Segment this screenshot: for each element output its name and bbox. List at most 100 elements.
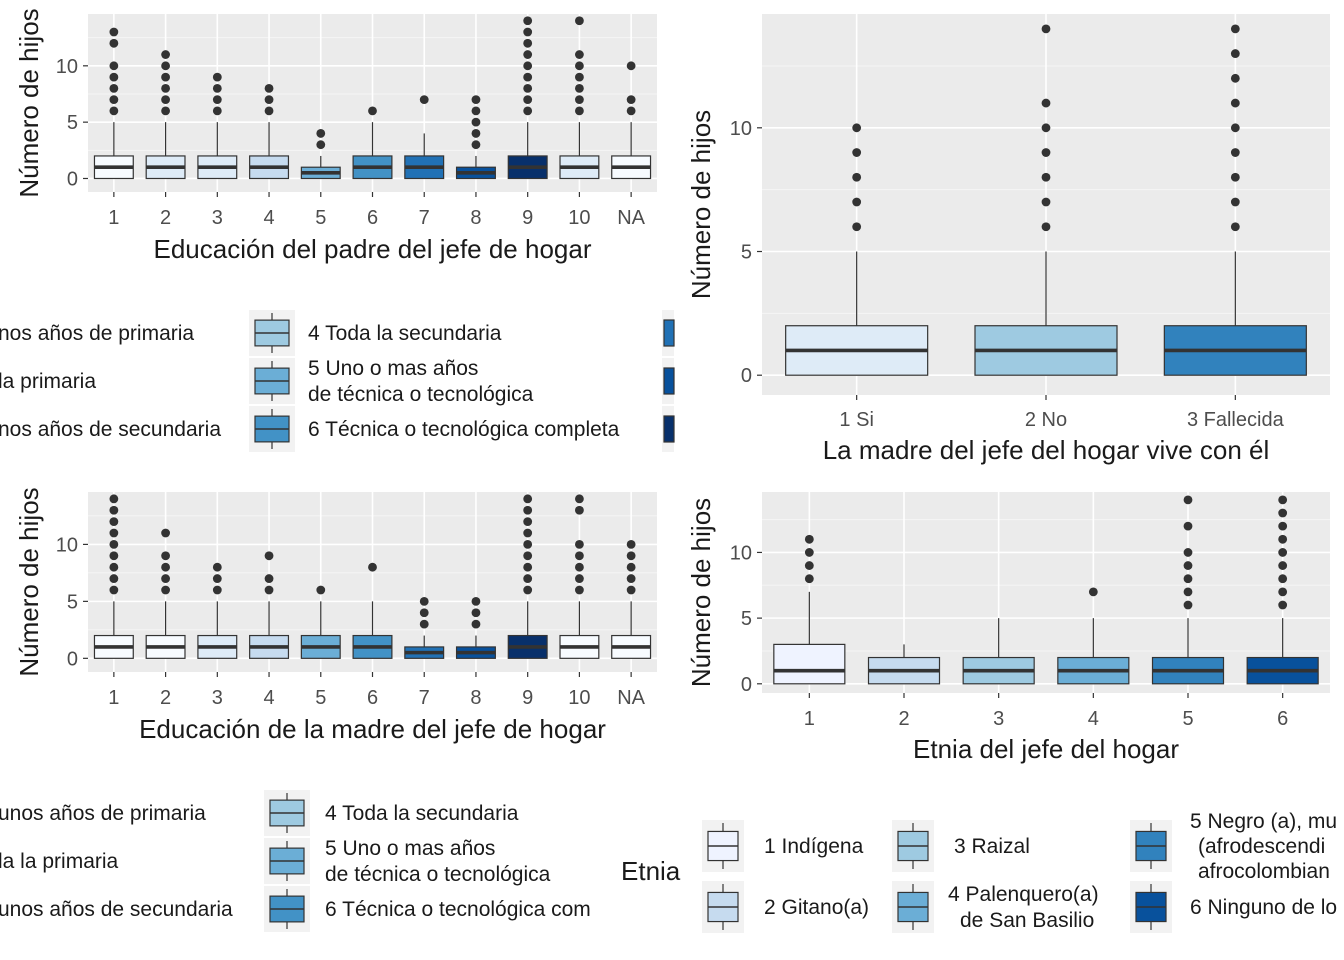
outlier-point (852, 148, 862, 157)
legend-key-box (663, 367, 675, 395)
y-tick-label: 0 (741, 365, 752, 387)
outlier-point (161, 551, 170, 561)
legend-label: 6 Técnica o tecnológica completa (308, 418, 620, 441)
outlier-point (575, 50, 584, 59)
legend-label: la primaria (0, 370, 96, 393)
box-9 (507, 16, 548, 180)
outlier-point (1041, 197, 1051, 207)
outlier-point (1230, 98, 1240, 108)
outlier-point (264, 106, 274, 116)
outlier-point (1183, 574, 1193, 584)
outlier-point (161, 50, 170, 59)
box-2 (867, 644, 941, 685)
outlier-point (109, 562, 119, 572)
outlier-point (1041, 98, 1051, 108)
y-axis-title: Número de hijos (14, 487, 44, 676)
outlier-point (161, 562, 170, 572)
outlier-point (419, 608, 429, 618)
legend-key (264, 886, 310, 932)
outlier-point (575, 540, 584, 549)
x-tick-label: 6 (367, 207, 378, 229)
x-tick-label: 2 (898, 708, 909, 730)
legend-key-box (663, 319, 675, 347)
outlier-point (1183, 600, 1193, 610)
outlier-point (264, 585, 274, 595)
legend-label: nos años de primaria (0, 322, 194, 345)
outlier-point (523, 528, 533, 538)
outlier-point (1278, 561, 1288, 570)
box-1 (93, 27, 134, 180)
outlier-point (1278, 521, 1288, 531)
x-tick-label: 1 (108, 207, 119, 229)
outlier-point (161, 95, 170, 105)
x-tick-label: 6 (1277, 708, 1288, 730)
outlier-point (1278, 600, 1288, 610)
outlier-point (1230, 73, 1240, 83)
box-5 (1151, 495, 1225, 685)
outlier-point (523, 95, 533, 105)
outlier-point (523, 585, 533, 595)
outlier-point (368, 562, 377, 572)
legend-key (264, 790, 310, 836)
box-5 (300, 129, 341, 180)
box-6 (352, 562, 393, 659)
outlier-point (523, 574, 533, 583)
x-tick-label: 5 (315, 207, 326, 229)
legend-key (1130, 881, 1172, 933)
outlier-point (419, 619, 429, 629)
legend-label: 5 Uno o mas años (308, 357, 478, 380)
outlier-point (575, 551, 584, 561)
y-axis-title: Número de hijos (686, 110, 716, 299)
outlier-point (109, 38, 119, 48)
legend-madre: unos años de primaria la la primaria unos … (0, 790, 591, 932)
outlier-point (161, 106, 170, 116)
x-tick-label: 2 (160, 207, 171, 229)
outlier-point (212, 95, 222, 105)
outlier-point (471, 596, 481, 606)
x-tick-label: 6 (367, 687, 378, 709)
x-tick-label: 5 (1182, 708, 1193, 730)
box-4 (249, 83, 290, 180)
outlier-point (1230, 24, 1240, 34)
box-2 (145, 50, 186, 180)
legend-label: de técnica o tecnológica (325, 863, 551, 886)
chart-panel-3: 0 5 10 1 2 3 4 5 6 7 8 9 10 NA Educación de la madre d… (14, 487, 657, 744)
outlier-point (1230, 148, 1240, 157)
outlier-point (575, 494, 584, 504)
box-body (773, 643, 846, 685)
x-tick-label: 4 (263, 207, 274, 229)
outlier-point (1278, 548, 1288, 557)
outlier-point (626, 106, 636, 116)
box-NA (611, 61, 652, 180)
outlier-point (109, 83, 119, 93)
outlier-point (161, 528, 170, 538)
outlier-point (109, 585, 119, 595)
outlier-point (471, 95, 481, 105)
x-tick-label: 7 (419, 207, 430, 229)
outlier-point (523, 562, 533, 572)
outlier-point (1278, 495, 1288, 505)
outlier-point (212, 574, 222, 583)
y-axis-title: Número de hijos (14, 8, 44, 197)
x-tick-label: 8 (470, 687, 481, 709)
outlier-point (1230, 123, 1240, 133)
legend-label: 6 Ninguno de lo (1190, 896, 1337, 919)
outlier-point (1183, 561, 1193, 570)
legend-key (264, 838, 310, 884)
box-3 (962, 618, 1035, 685)
outlier-point (161, 585, 170, 595)
outlier-point (264, 574, 274, 583)
legend-key (249, 310, 295, 356)
legend-label: 5 Uno o mas años (325, 837, 495, 860)
box-6 (1246, 495, 1319, 685)
outlier-point (471, 619, 481, 629)
outlier-point (471, 140, 481, 150)
outlier-point (523, 50, 533, 59)
outlier-point (161, 574, 170, 583)
outlier-point (523, 106, 533, 116)
legend-label: 5 Negro (a), mu (1190, 810, 1337, 833)
y-tick-label: 5 (67, 591, 78, 613)
x-tick-label: 7 (419, 687, 430, 709)
box-6 (352, 106, 393, 180)
